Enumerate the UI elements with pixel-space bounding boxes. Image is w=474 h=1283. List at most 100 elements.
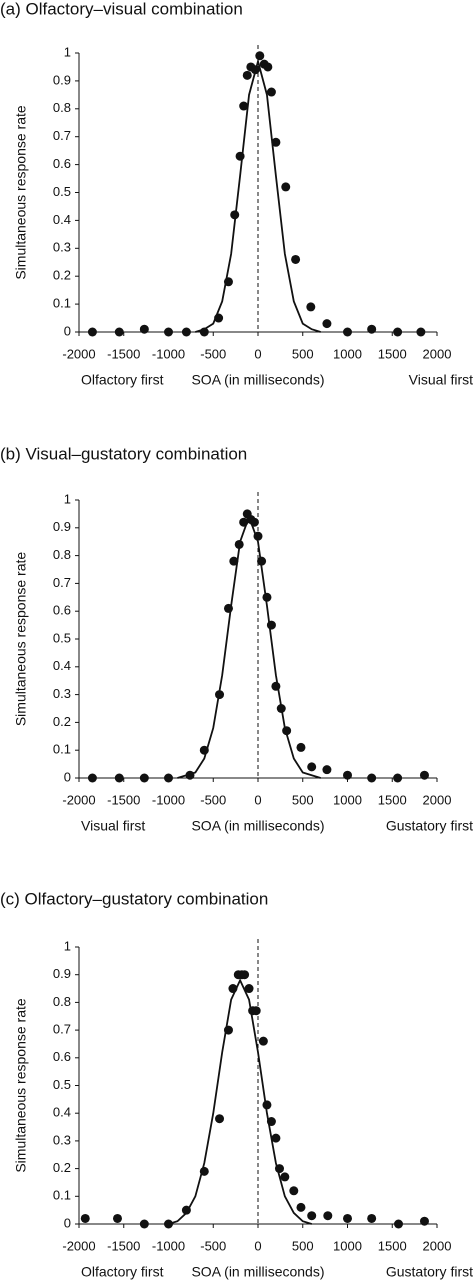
panel-title: (b) Visual–gustatory combination	[0, 444, 247, 463]
x-tick-label: -2000	[62, 792, 95, 807]
y-tick-label: 0.7	[53, 128, 71, 143]
data-point	[139, 324, 149, 334]
x-tick-label: -500	[200, 792, 226, 807]
y-tick-label: 0.5	[53, 630, 71, 645]
y-tick-label: 0.6	[53, 156, 71, 171]
data-point	[416, 327, 426, 337]
x-tick-label: 500	[292, 346, 314, 361]
data-point	[281, 182, 291, 192]
data-point	[266, 1117, 276, 1127]
data-point	[263, 62, 273, 72]
data-point	[367, 773, 377, 783]
data-point	[164, 327, 173, 337]
x-tick-label: 2000	[423, 346, 452, 361]
x-tick-label: -1500	[107, 792, 140, 807]
y-tick-label: 0.5	[53, 1077, 71, 1092]
data-point	[87, 773, 97, 783]
y-tick-label: 0.9	[53, 519, 71, 534]
data-point	[276, 704, 286, 713]
y-tick-label: 0.6	[53, 603, 71, 618]
y-tick-label: 0.8	[53, 547, 71, 562]
data-point	[185, 770, 195, 780]
data-point	[262, 1100, 272, 1110]
y-tick-label: 0.1	[53, 1188, 71, 1203]
y-tick-label: 0.2	[53, 714, 71, 729]
data-point	[112, 1213, 122, 1223]
x-tick-label: 1500	[378, 792, 407, 807]
y-tick-label: 1	[64, 44, 71, 59]
y-axis-label: Simultaneous response rate	[13, 998, 29, 1173]
data-point	[419, 1216, 429, 1226]
data-point	[262, 592, 272, 602]
data-point	[164, 773, 173, 783]
data-point	[244, 984, 254, 994]
x-tick-label: -1000	[152, 1238, 185, 1253]
data-point	[250, 65, 260, 75]
x-tick-label: 1500	[378, 1238, 407, 1253]
data-point	[239, 101, 249, 111]
y-tick-label: 0.2	[53, 268, 71, 283]
data-point	[199, 745, 209, 755]
data-point	[343, 1213, 352, 1223]
x-right-label: Gustatory first	[386, 1264, 473, 1280]
x-tick-label: -1000	[152, 346, 185, 361]
data-point	[367, 324, 377, 334]
y-tick-label: 0.4	[53, 212, 71, 227]
data-point	[239, 517, 249, 527]
data-point	[114, 327, 124, 337]
x-tick-label: -2000	[62, 1238, 95, 1253]
x-tick-label: 500	[292, 792, 314, 807]
data-point	[230, 210, 240, 220]
data-point	[234, 539, 244, 549]
y-tick-label: 0	[64, 769, 71, 784]
data-point	[257, 556, 267, 566]
y-tick-label: 0.9	[53, 72, 71, 87]
x-tick-label: -500	[200, 1238, 226, 1253]
data-point	[164, 1219, 173, 1229]
x-right-label: Gustatory first	[386, 818, 473, 834]
data-point	[87, 327, 97, 337]
y-tick-label: 0.7	[53, 575, 71, 590]
y-tick-label: 0.5	[53, 184, 71, 199]
data-point	[343, 770, 352, 780]
data-point	[199, 327, 209, 337]
data-point	[223, 1025, 233, 1035]
data-point	[235, 151, 245, 161]
data-point	[323, 1211, 333, 1221]
data-point	[253, 531, 263, 541]
data-point	[266, 87, 276, 97]
data-point	[393, 327, 403, 337]
x-axis-label: SOA (in milliseconds)	[191, 818, 324, 834]
data-point	[296, 742, 306, 752]
data-point	[215, 1114, 225, 1124]
x-tick-label: 2000	[423, 792, 452, 807]
x-tick-label: 1000	[333, 792, 362, 807]
y-tick-label: 0.7	[53, 1022, 71, 1037]
x-tick-label: 1000	[333, 1238, 362, 1253]
data-point	[271, 1133, 281, 1143]
data-point	[266, 620, 276, 630]
data-point	[271, 681, 281, 691]
x-tick-label: -500	[200, 346, 226, 361]
x-tick-label: 1000	[333, 346, 362, 361]
x-axis-label: SOA (in milliseconds)	[191, 1264, 324, 1280]
y-axis-label: Simultaneous response rate	[13, 105, 29, 280]
data-point	[419, 770, 429, 780]
data-point	[282, 726, 292, 736]
y-tick-label: 0	[64, 323, 71, 338]
data-point	[139, 773, 149, 783]
y-tick-label: 0.4	[53, 658, 71, 673]
data-point	[289, 1186, 299, 1196]
panel-title: (a) Olfactory–visual combination	[0, 0, 243, 18]
data-point	[394, 1219, 404, 1229]
data-point	[181, 327, 191, 337]
y-tick-label: 0.3	[53, 1132, 71, 1147]
x-tick-label: 0	[254, 792, 261, 807]
data-point	[114, 773, 124, 783]
data-point	[214, 313, 224, 323]
y-tick-label: 1	[64, 491, 71, 506]
data-point	[242, 70, 252, 80]
x-tick-label: 1500	[378, 346, 407, 361]
x-tick-label: -1500	[107, 346, 140, 361]
